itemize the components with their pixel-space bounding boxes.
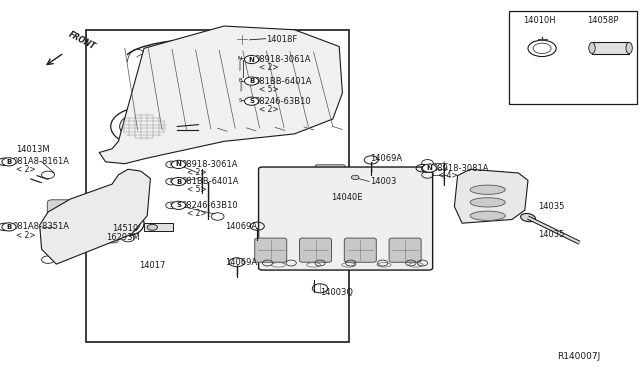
Text: N: N (175, 161, 182, 167)
Text: B: B (176, 179, 181, 185)
Text: 08246-63B10: 08246-63B10 (182, 201, 238, 210)
Text: 081A8-8351A: 081A8-8351A (13, 222, 70, 231)
FancyBboxPatch shape (316, 165, 345, 176)
Text: 14058P: 14058P (588, 16, 619, 25)
Text: 08246-63B10: 08246-63B10 (255, 97, 311, 106)
Circle shape (235, 97, 246, 104)
Text: 14035: 14035 (538, 202, 564, 211)
FancyBboxPatch shape (316, 189, 345, 200)
Text: < 5>: < 5> (259, 85, 279, 94)
Text: 08918-3061A: 08918-3061A (255, 55, 311, 64)
Text: < 2>: < 2> (16, 231, 36, 240)
FancyBboxPatch shape (300, 238, 332, 262)
Circle shape (234, 35, 250, 44)
Text: < 2>: < 2> (187, 168, 207, 177)
Text: < 2>: < 2> (259, 105, 279, 114)
Text: 08918-3081A: 08918-3081A (433, 164, 489, 173)
Text: N: N (420, 166, 424, 171)
Text: < 2>: < 2> (259, 63, 279, 72)
Text: 14017: 14017 (140, 262, 166, 270)
Polygon shape (99, 26, 342, 164)
Text: B: B (170, 179, 173, 184)
Text: N: N (237, 56, 241, 61)
Text: 14069A: 14069A (225, 222, 257, 231)
Text: 14040E: 14040E (332, 193, 363, 202)
Bar (509, 11, 637, 104)
Text: 081BB-6401A: 081BB-6401A (182, 177, 239, 186)
Circle shape (172, 160, 186, 169)
Circle shape (244, 55, 259, 64)
FancyBboxPatch shape (344, 238, 376, 262)
FancyBboxPatch shape (259, 167, 433, 270)
Circle shape (244, 97, 259, 105)
Bar (592, 42, 629, 54)
Ellipse shape (626, 42, 632, 54)
Text: < 5>: < 5> (187, 185, 207, 194)
Text: B: B (3, 224, 6, 230)
Circle shape (2, 158, 16, 166)
Bar (86, 30, 349, 342)
Text: R140007J: R140007J (557, 352, 600, 361)
FancyBboxPatch shape (389, 238, 421, 262)
Circle shape (2, 223, 16, 231)
Circle shape (422, 164, 436, 172)
Text: N: N (248, 57, 255, 62)
Circle shape (351, 175, 359, 180)
Text: < 2>: < 2> (16, 165, 36, 174)
Text: 16293M: 16293M (106, 233, 140, 242)
Text: < 4>: < 4> (438, 171, 458, 180)
Circle shape (172, 201, 186, 209)
Text: B: B (249, 78, 254, 84)
Text: 08918-3061A: 08918-3061A (182, 160, 238, 169)
Text: S: S (239, 98, 243, 103)
Text: 081A8-8161A: 081A8-8161A (13, 157, 70, 166)
Text: 14010H: 14010H (524, 16, 556, 25)
Ellipse shape (470, 198, 506, 207)
Ellipse shape (470, 185, 506, 194)
Text: S: S (170, 203, 173, 208)
FancyBboxPatch shape (316, 201, 345, 212)
Bar (144, 223, 173, 231)
Polygon shape (40, 169, 150, 264)
Text: 14035: 14035 (538, 230, 564, 239)
Text: 081BB-6401A: 081BB-6401A (255, 77, 312, 86)
FancyBboxPatch shape (47, 200, 118, 243)
FancyBboxPatch shape (316, 177, 345, 188)
Circle shape (235, 77, 246, 84)
Text: S: S (249, 98, 254, 104)
Text: 14069A: 14069A (225, 258, 257, 267)
Circle shape (244, 77, 259, 85)
Text: B: B (6, 224, 12, 230)
Text: B: B (6, 159, 12, 165)
Text: < 2>: < 2> (187, 209, 207, 218)
Text: N: N (170, 162, 173, 167)
Text: 14003: 14003 (370, 177, 396, 186)
Text: 14003Q: 14003Q (320, 288, 353, 296)
Ellipse shape (589, 42, 595, 54)
Text: 14510: 14510 (112, 224, 138, 233)
Circle shape (172, 177, 186, 186)
Circle shape (233, 55, 246, 62)
Ellipse shape (470, 211, 506, 220)
FancyBboxPatch shape (255, 238, 287, 262)
Circle shape (147, 224, 157, 230)
Text: FRONT: FRONT (67, 30, 97, 51)
Text: 14018F: 14018F (266, 35, 297, 44)
Text: 14069A: 14069A (370, 154, 402, 163)
Ellipse shape (520, 214, 536, 222)
Text: B: B (3, 159, 6, 164)
Text: S: S (176, 202, 181, 208)
Text: 14013M: 14013M (16, 145, 50, 154)
Polygon shape (454, 169, 528, 223)
Text: B: B (239, 78, 243, 83)
Text: N: N (426, 165, 433, 171)
